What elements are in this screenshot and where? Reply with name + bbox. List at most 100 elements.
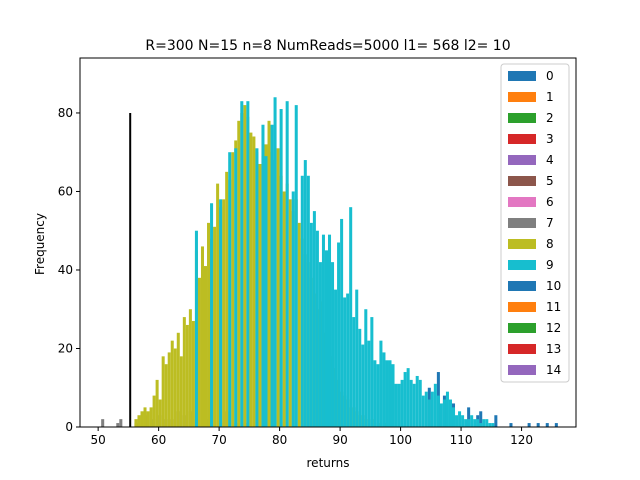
legend-swatch	[508, 155, 536, 165]
bar-series-9	[388, 360, 392, 427]
bar-series-8	[149, 407, 153, 427]
bar-series-9	[412, 383, 416, 427]
y-tick-label: 80	[58, 106, 73, 120]
bar-series-9	[318, 262, 322, 427]
bar-series-9	[264, 156, 268, 427]
bar-series-9	[482, 419, 486, 427]
x-tick-label: 80	[272, 433, 287, 447]
bar-series-8	[158, 399, 162, 427]
bar-series-8	[276, 148, 280, 428]
bar-series-9	[255, 148, 259, 428]
x-tick-label: 50	[91, 433, 106, 447]
legend-label: 2	[546, 111, 554, 125]
bar-series-9	[343, 297, 347, 427]
bar-series-8	[179, 356, 183, 427]
bar-series-9	[485, 419, 489, 427]
bar-series-8	[222, 199, 226, 427]
bar-series-9	[445, 391, 449, 427]
bar-series-9	[391, 364, 395, 427]
bar-series-9	[382, 352, 386, 427]
bar-series-8	[267, 120, 271, 427]
bar-series-8	[237, 120, 241, 427]
bar-series-8	[134, 419, 138, 427]
legend-label: 10	[546, 279, 561, 293]
bar-series-8	[143, 407, 147, 427]
y-tick-label: 20	[58, 341, 73, 355]
legend-label: 4	[546, 153, 554, 167]
legend-label: 5	[546, 174, 554, 188]
bar-series-9	[312, 211, 316, 427]
bar-series-8	[204, 266, 208, 427]
x-tick-label: 90	[332, 433, 347, 447]
legend-swatch	[508, 281, 536, 291]
y-axis-label: Frequency	[33, 213, 47, 275]
bar-series-9	[328, 234, 332, 427]
legend-swatch	[508, 218, 536, 228]
bar-series-8	[167, 352, 171, 427]
bar-series-8	[152, 395, 156, 427]
bar-series-8	[146, 411, 150, 427]
bar-series-9	[219, 199, 223, 427]
bar-series-9	[291, 191, 295, 427]
bar-series-8	[231, 152, 235, 427]
bar-series-9	[279, 109, 283, 427]
bar-series-0	[494, 415, 498, 427]
bar-series-8	[297, 222, 301, 427]
bar-series-9	[309, 222, 313, 427]
bar-series-9	[352, 317, 356, 427]
bar-series-9	[491, 423, 495, 427]
bar-series-0	[527, 423, 531, 427]
legend-label: 9	[546, 258, 554, 272]
bar-series-9	[270, 124, 274, 427]
bar-series-8	[137, 415, 141, 427]
bar-series-8	[213, 226, 217, 427]
bar-series-9	[458, 411, 462, 427]
legend-swatch	[508, 134, 536, 144]
y-tick-label: 60	[58, 184, 73, 198]
legend-label: 12	[546, 321, 561, 335]
bar-series-9	[334, 289, 338, 427]
bar-series-9	[479, 423, 483, 427]
bar-series-9	[210, 203, 214, 427]
bar-series-9	[439, 403, 443, 427]
bar-series-9	[376, 364, 380, 427]
bar-series-8	[243, 105, 247, 428]
y-axis: 0 20 40 60 80	[58, 106, 80, 434]
bar-series-9	[448, 399, 452, 427]
bar-series-9	[306, 175, 310, 427]
bar-series-8	[173, 348, 177, 427]
bar-series-9	[397, 383, 401, 427]
bar-series-9	[430, 391, 434, 427]
bar-series-7	[101, 419, 105, 427]
bar-series-9	[240, 101, 244, 428]
legend-label: 0	[546, 69, 554, 83]
x-tick-label: 60	[151, 433, 166, 447]
bar-series-9	[321, 234, 325, 427]
legend-label: 13	[546, 342, 561, 356]
bar-series-0	[545, 423, 549, 427]
bar-series-9	[400, 379, 404, 427]
bar-series-8	[182, 317, 186, 427]
bar-series-9	[261, 124, 265, 427]
bar-series-9	[476, 419, 480, 427]
bar-series-8	[216, 183, 220, 427]
legend-swatch	[508, 365, 536, 375]
bar-series-9	[488, 423, 492, 427]
x-tick-label: 70	[211, 433, 226, 447]
bar-series-9	[194, 230, 198, 427]
bar-series-9	[452, 407, 456, 427]
bar-series-9	[285, 101, 289, 428]
bar-series-9	[406, 368, 410, 427]
bar-series-9	[315, 230, 319, 427]
legend-swatch	[508, 323, 536, 333]
bar-series-8	[288, 199, 292, 427]
bar-series-9	[409, 379, 413, 427]
legend-swatch	[508, 302, 536, 312]
bar-series-8	[207, 222, 211, 427]
x-tick-label: 110	[450, 433, 473, 447]
bar-series-9	[433, 383, 437, 427]
bar-series-9	[436, 395, 440, 427]
y-tick-label: 0	[65, 420, 73, 434]
bar-series-8	[164, 364, 168, 427]
